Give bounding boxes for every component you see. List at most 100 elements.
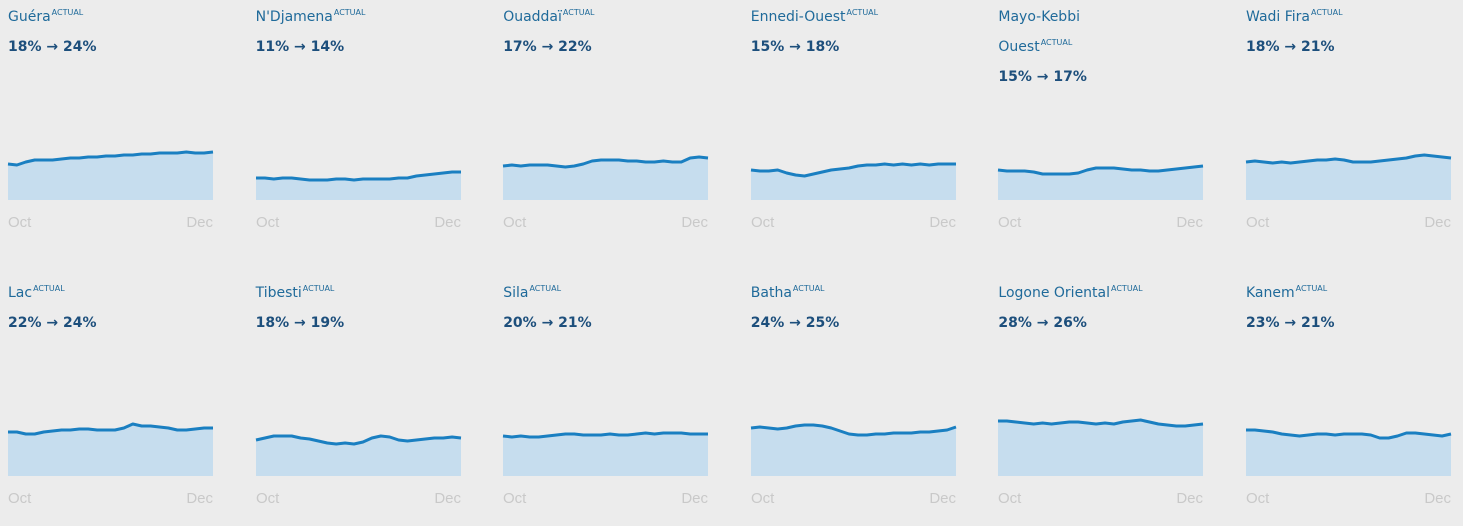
x-tick-label: Oct	[751, 214, 775, 231]
trend-line	[998, 418, 1204, 428]
trend-line	[998, 164, 1204, 176]
region-name: Wadi Fira	[1246, 9, 1311, 25]
x-tick-label: Dec	[434, 490, 461, 507]
actual-badge: ACTUAL	[302, 284, 335, 293]
sparkline-card: OuaddaïACTUAL 17% → 22% Oct Dec	[503, 0, 718, 250]
card-header: Logone OrientalACTUAL 28% → 26%	[998, 278, 1148, 338]
sparkline-card: KanemACTUAL 23% → 21% Oct Dec	[1246, 276, 1461, 526]
x-tick-label: Oct	[503, 214, 527, 231]
area-fill	[750, 425, 956, 476]
x-tick-label: Oct	[751, 490, 775, 507]
card-header: OuaddaïACTUAL 17% → 22%	[503, 2, 653, 62]
x-tick-label: Dec	[1424, 214, 1451, 231]
actual-badge: ACTUAL	[1311, 8, 1343, 17]
sparkline-card: Mayo-Kebbi OuestACTUAL 15% → 17% Oct Dec	[998, 0, 1213, 250]
area-fill	[8, 152, 213, 200]
actual-badge: ACTUAL	[51, 8, 84, 17]
change-value: 11% → 14%	[255, 39, 345, 55]
trend-line	[1246, 428, 1452, 440]
actual-badge: ACTUAL	[333, 8, 366, 17]
trend-line	[255, 170, 461, 182]
sparkline-card: Ennedi-OuestACTUAL 15% → 18% Oct Dec	[750, 0, 966, 250]
area-fill	[750, 164, 956, 200]
x-tick-label: Oct	[1246, 490, 1270, 507]
area-fill	[503, 157, 709, 200]
area-fill	[1246, 430, 1451, 476]
x-tick-label: Oct	[8, 214, 32, 231]
actual-badge: ACTUAL	[529, 284, 562, 293]
change-value: 20% → 21%	[503, 315, 592, 331]
sparkline-card: Logone OrientalACTUAL 28% → 26% Oct Dec	[998, 276, 1213, 526]
actual-badge: ACTUAL	[33, 284, 65, 293]
trend-line	[7, 150, 214, 167]
actual-badge: ACTUAL	[846, 8, 879, 17]
sparkline: Oct Dec	[8, 422, 213, 507]
card-header: KanemACTUAL 23% → 21%	[1246, 278, 1396, 338]
x-tick-label: Oct	[8, 490, 32, 507]
region-name: Tibesti	[255, 285, 302, 301]
region-name: Lac	[8, 285, 33, 301]
x-tick-label: Dec	[1177, 214, 1204, 231]
x-tick-label: Dec	[929, 490, 956, 507]
x-tick-label: Dec	[434, 214, 461, 231]
sparkline: Oct Dec	[1245, 153, 1452, 231]
x-tick-label: Oct	[998, 214, 1022, 231]
change-value: 22% → 24%	[8, 315, 97, 331]
card-header: N'DjamenaACTUAL 11% → 14%	[256, 2, 406, 62]
sparkline: Oct Dec	[503, 155, 709, 231]
area-fill	[1246, 155, 1451, 200]
region-name: Logone Oriental	[998, 285, 1111, 301]
card-header: Wadi FiraACTUAL 18% → 21%	[1246, 2, 1396, 62]
region-name: Ennedi-Ouest	[750, 9, 846, 25]
x-tick-label: Dec	[929, 214, 956, 231]
x-tick-label: Oct	[1246, 214, 1270, 231]
sparkline: Oct Dec	[998, 164, 1204, 231]
sparkline-card: LacACTUAL 22% → 24% Oct Dec	[8, 276, 223, 526]
area-fill	[8, 424, 213, 476]
area-fill	[503, 433, 709, 476]
trend-line	[255, 434, 461, 446]
change-value: 18% → 24%	[8, 39, 97, 55]
actual-badge: ACTUAL	[1040, 38, 1073, 47]
actual-badge: ACTUAL	[792, 284, 825, 293]
x-tick-label: Oct	[998, 490, 1022, 507]
x-tick-label: Oct	[256, 490, 280, 507]
actual-badge: ACTUAL	[562, 8, 595, 17]
card-header: SilaACTUAL 20% → 21%	[503, 278, 653, 338]
sparkline-card: GuéraACTUAL 18% → 24% Oct Dec	[7, 0, 223, 250]
region-name: Ouaddaï	[503, 9, 562, 25]
card-header: Mayo-Kebbi OuestACTUAL 15% → 17%	[998, 2, 1148, 92]
sparkline-card: BathaACTUAL 24% → 25% Oct Dec	[750, 276, 966, 526]
trend-line	[750, 423, 957, 437]
sparkline-card: Wadi FiraACTUAL 18% → 21% Oct Dec	[1245, 0, 1461, 250]
region-name: N'Djamena	[255, 9, 333, 25]
x-tick-label: Oct	[256, 214, 280, 231]
card-header: TibestiACTUAL 18% → 19%	[256, 278, 406, 338]
card-header: BathaACTUAL 24% → 25%	[751, 278, 901, 338]
sparkline: Oct Dec	[750, 162, 956, 231]
region-name: Guéra	[8, 9, 51, 25]
change-value: 23% → 21%	[1246, 315, 1335, 331]
trend-line	[1245, 153, 1452, 165]
dashboard: GuéraACTUAL 18% → 24% Oct Dec N'DjamenaACTUA…	[7, 0, 1461, 507]
card-header: Ennedi-OuestACTUAL 15% → 18%	[751, 2, 901, 62]
sparkline-card: TibestiACTUAL 18% → 19% Oct Dec	[255, 276, 471, 526]
region-name: Mayo-Kebbi Ouest	[998, 9, 1080, 55]
sparkline: Oct Dec	[255, 434, 461, 507]
actual-badge: ACTUAL	[1111, 284, 1143, 293]
card-header: LacACTUAL 22% → 24%	[8, 278, 158, 338]
x-tick-label: Dec	[186, 214, 213, 231]
area-fill	[255, 172, 461, 200]
sparkline: Oct Dec	[503, 431, 709, 507]
area-fill	[255, 436, 461, 476]
change-value: 15% → 18%	[750, 39, 840, 55]
trend-line	[750, 162, 956, 178]
change-value: 17% → 22%	[503, 39, 592, 55]
card-header: GuéraACTUAL 18% → 24%	[8, 2, 158, 62]
sparkline: Oct Dec	[750, 423, 957, 507]
x-tick-label: Oct	[503, 490, 527, 507]
actual-badge: ACTUAL	[1295, 284, 1328, 293]
sparkline: Oct Dec	[7, 150, 214, 231]
x-tick-label: Dec	[682, 490, 709, 507]
region-name: Kanem	[1246, 285, 1295, 301]
